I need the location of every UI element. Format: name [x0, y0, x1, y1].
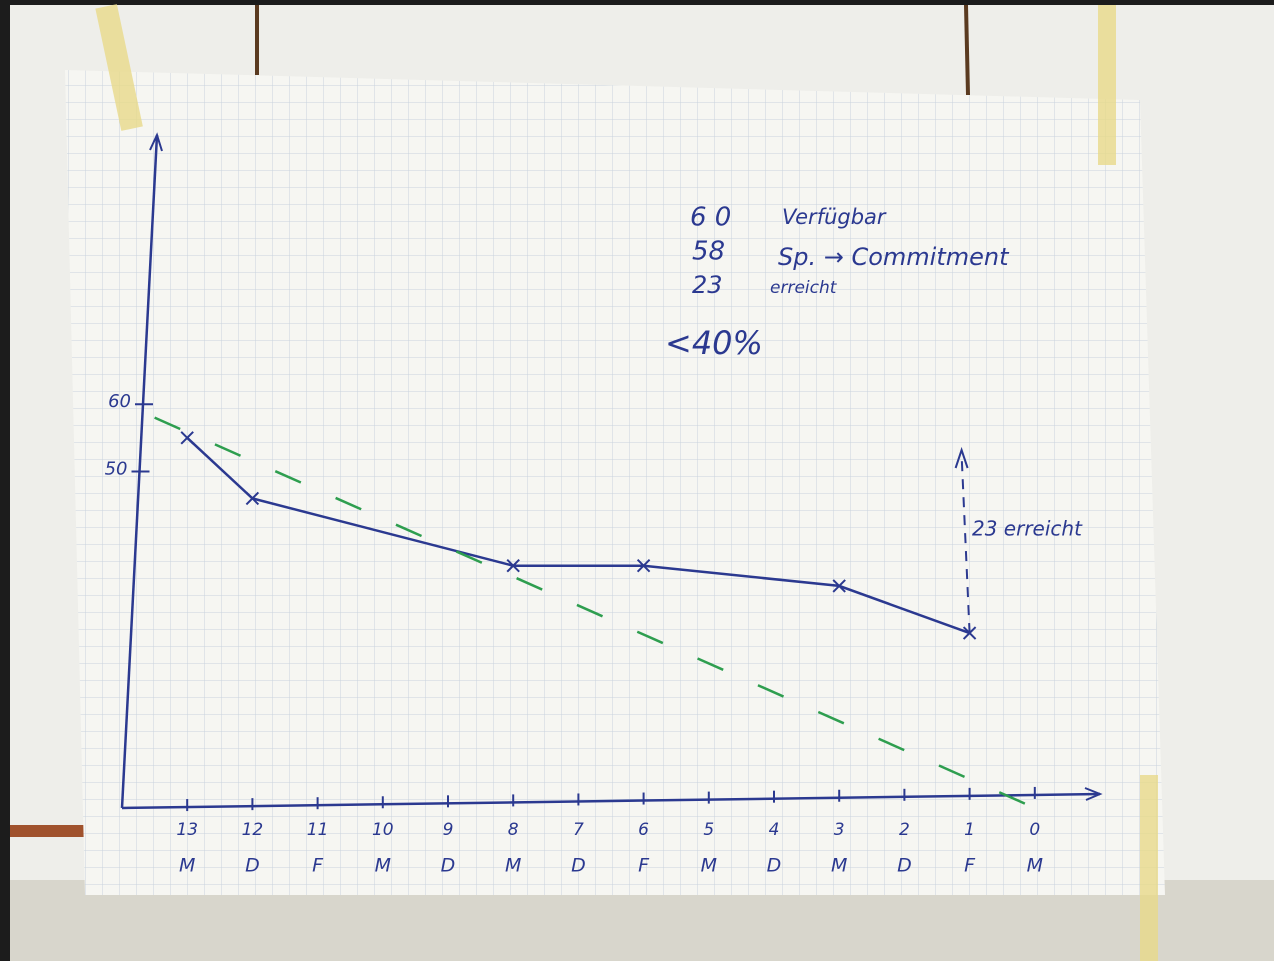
x-tick-label: 10	[372, 820, 394, 840]
weekday-label: M	[505, 855, 521, 877]
series-line	[154, 416, 1036, 810]
weekday-label: M	[701, 855, 717, 877]
y-tick-label: 50	[105, 459, 128, 480]
reach-arrow	[960, 454, 971, 634]
series-line	[186, 436, 971, 635]
weekday-label: D	[441, 855, 456, 877]
tape	[1098, 5, 1116, 165]
plot: 50 60 13 M 12 D 11 F 10 M 9 D 8 M 7 D 6 F 5 M 4 D 3 M 2 D 1 F 0 M 6 0 V…	[105, 132, 1103, 877]
x-tick-label: 9	[443, 820, 454, 840]
x-tick-label: 8	[508, 820, 519, 840]
x-axis	[121, 792, 1101, 810]
weekday-label: M	[831, 855, 847, 877]
x-tick-label: 12	[242, 820, 264, 840]
point-marker	[245, 491, 260, 506]
easel-bar	[10, 825, 90, 837]
weekday-label: D	[245, 855, 260, 877]
annotation: <40%	[665, 324, 763, 362]
weekday-label: M	[179, 855, 195, 877]
point-marker	[832, 579, 846, 593]
weekday-label: M	[1027, 855, 1043, 877]
weekday-label: D	[571, 855, 586, 877]
x-tick-label: 11	[307, 820, 329, 840]
easel-leg	[964, 4, 970, 96]
tape	[1140, 775, 1158, 961]
point-marker	[180, 431, 194, 445]
y-axis-arrow	[149, 132, 163, 152]
annotation: erreicht	[770, 278, 838, 298]
x-tick-label: 2	[899, 820, 910, 840]
weekday-label: F	[638, 855, 650, 877]
x-tick-label: 6	[638, 820, 649, 840]
weekday-label: M	[375, 855, 391, 877]
weekday-label: D	[897, 855, 912, 877]
point-marker	[506, 559, 520, 573]
annotation: 6 0	[690, 203, 731, 233]
point-marker	[636, 559, 651, 573]
annotation: 23	[692, 271, 723, 299]
x-tick-label: 13	[176, 820, 198, 840]
weekday-label: D	[767, 855, 782, 877]
x-tick-label: 4	[769, 820, 780, 840]
weekday-label: F	[964, 855, 976, 877]
x-tick-label: 1	[964, 820, 975, 840]
annotation: Verfügbar	[782, 205, 887, 229]
paper-grid	[65, 70, 1165, 895]
x-tick-label: 0	[1029, 820, 1040, 840]
x-tick-label: 5	[703, 820, 714, 840]
x-tick-label: 3	[834, 820, 845, 840]
annotation: 58	[692, 237, 725, 267]
x-axis-arrow	[1084, 787, 1103, 801]
x-tick-label: 7	[573, 820, 584, 840]
annotation: Sp. → Commitment	[778, 243, 1010, 271]
y-tick-label: 60	[108, 391, 131, 412]
tape	[95, 4, 143, 131]
reach-arrowhead	[954, 446, 969, 469]
weekday-label: F	[312, 855, 324, 877]
annotation: 23 erreicht	[972, 517, 1083, 541]
